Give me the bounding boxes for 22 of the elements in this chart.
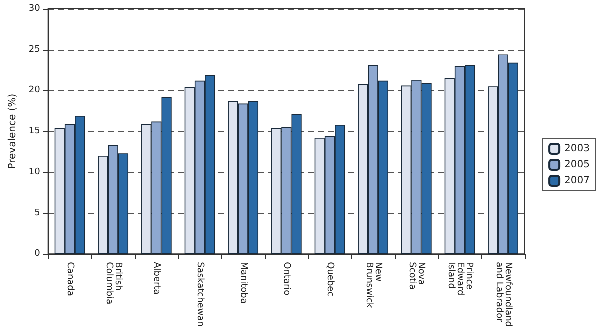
- y-tick-label: 5: [34, 208, 40, 218]
- x-tick-label: Canada: [65, 262, 76, 296]
- x-tick-label: Alberta: [152, 262, 162, 295]
- legend-label: 2005: [564, 160, 590, 170]
- x-tick-label: British Columbia: [104, 262, 123, 305]
- y-tick-label: 10: [28, 167, 41, 178]
- y-tick-label: 0: [34, 249, 41, 260]
- x-tick-label: New Brunswick: [364, 262, 383, 309]
- legend-label: 2003: [564, 144, 590, 154]
- x-tick-label: Newfoundland and Labrador: [494, 262, 513, 327]
- legend-label: 2007: [564, 176, 590, 186]
- x-tick-label: Nova Scotia: [407, 262, 426, 290]
- x-tick-label: Quebec: [325, 262, 336, 297]
- x-tick-label: Saskatchewan: [195, 262, 206, 327]
- y-axis-title: Prevalence (%): [8, 94, 18, 170]
- y-tick-label: 30: [28, 4, 41, 14]
- y-tick-label: 15: [28, 126, 40, 137]
- x-tick-label: Ontario: [282, 262, 292, 296]
- x-tick-label: Prince Edward Island: [446, 262, 474, 296]
- y-tick-label: 25: [28, 44, 40, 55]
- x-tick-label: Manitoba: [238, 262, 248, 304]
- y-tick-label: 20: [28, 86, 41, 96]
